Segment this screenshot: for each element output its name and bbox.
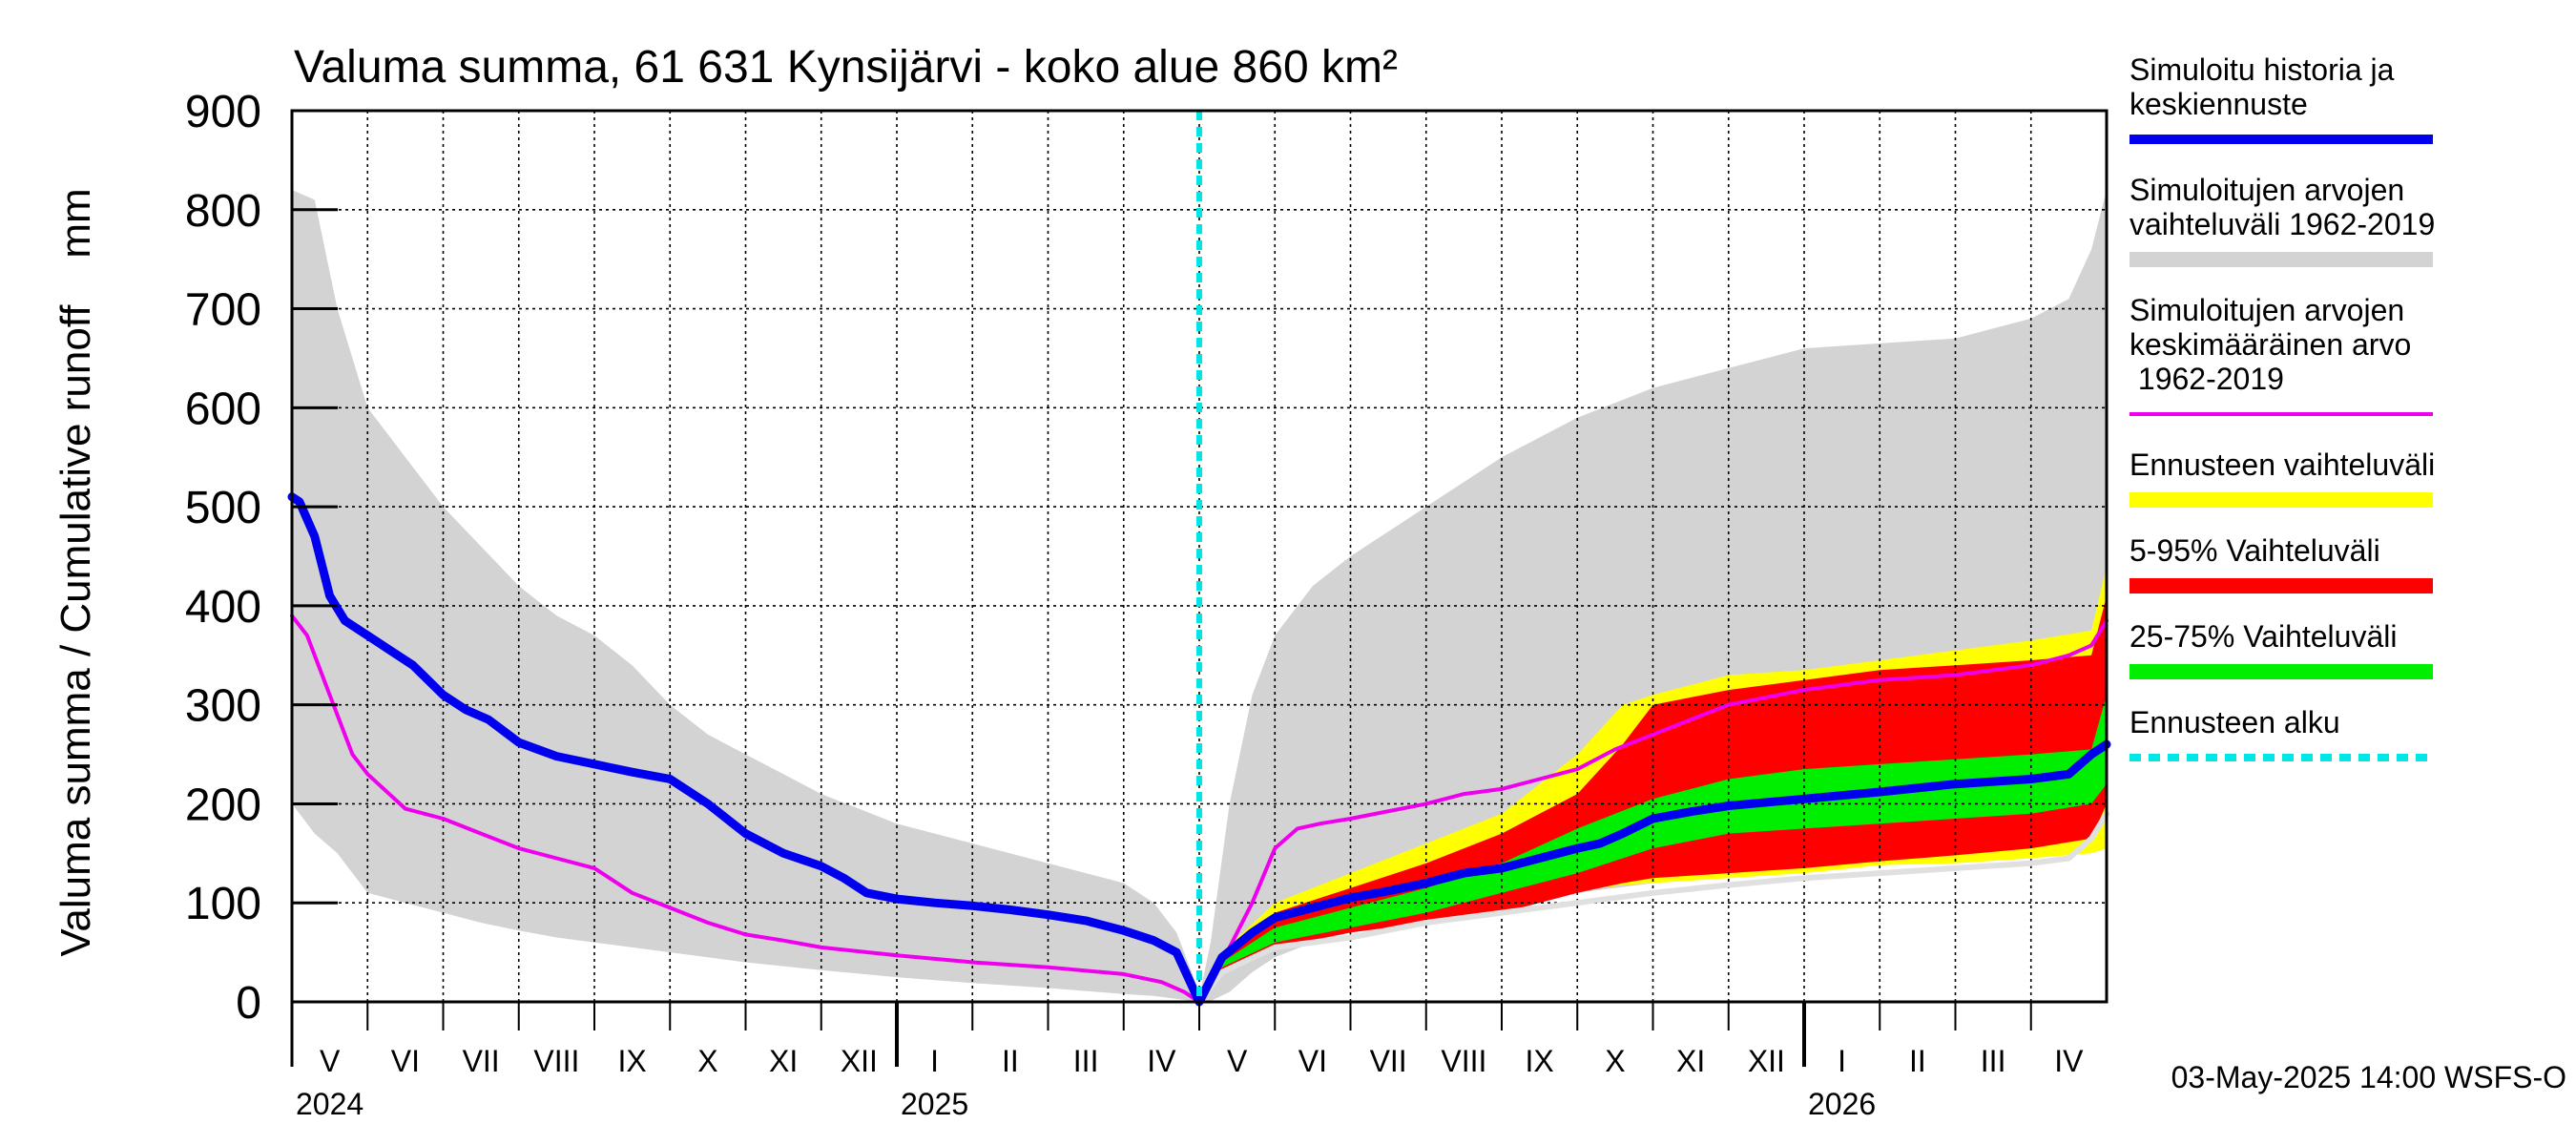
- x-month-label: VIII: [533, 1044, 579, 1078]
- legend-swatch: [2129, 492, 2433, 508]
- legend-label-line: Simuloitujen arvojen: [2129, 293, 2404, 327]
- x-month-label: VI: [1298, 1044, 1327, 1078]
- x-month-label: III: [1073, 1044, 1099, 1078]
- legend-label-line: 5-95% Vaihteluväli: [2129, 533, 2380, 568]
- x-month-label: VI: [391, 1044, 420, 1078]
- legend-label: Simuloitujen arvojen keskimääräinen arvo …: [2129, 293, 2411, 396]
- legend-label-line: Simuloitu historia ja: [2129, 52, 2395, 87]
- legend-simuloitu-historia-ja-keskiennuste: Simuloitu historia ja keskiennuste: [2129, 52, 2433, 144]
- legend-label: 5-95% Vaihteluväli: [2129, 533, 2380, 568]
- x-month-label: X: [697, 1044, 717, 1078]
- y-tick-label: 800: [185, 186, 261, 237]
- x-year-label: 2024: [296, 1087, 364, 1121]
- legend-simuloitujen-arvojen-keskim-r-inen-arvo-1962-2019: Simuloitujen arvojen keskimääräinen arvo …: [2129, 293, 2433, 416]
- legend-label-line: keskiennuste: [2129, 87, 2308, 121]
- sim_history-line: [287, 492, 2111, 1007]
- x-month-label: XI: [1676, 1044, 1705, 1078]
- legend-label: Simuloitujen arvojen vaihteluväli 1962-20…: [2129, 173, 2435, 241]
- x-month-label: XI: [769, 1044, 798, 1078]
- legend-label-line: Ennusteen alku: [2129, 705, 2340, 739]
- legend-swatch: [2129, 252, 2433, 267]
- y-tick-label: 0: [236, 978, 261, 1029]
- x-month-label: IX: [618, 1044, 647, 1078]
- x-month-label: XII: [841, 1044, 878, 1078]
- legend-5-95-vaihteluv-li: 5-95% Vaihteluväli: [2129, 533, 2433, 593]
- y-tick-label: 700: [185, 285, 261, 336]
- legend-label-line: keskimääräinen arvo: [2129, 327, 2411, 362]
- chart-title: Valuma summa, 61 631 Kynsijärvi - koko a…: [294, 42, 1398, 93]
- x-month-label: X: [1605, 1044, 1625, 1078]
- legend-label-line: 25-75% Vaihteluväli: [2129, 619, 2397, 654]
- legend-swatch: [2129, 664, 2433, 679]
- legend-ennusteen-alku: Ennusteen alku: [2129, 705, 2433, 761]
- legend-25-75-vaihteluv-li: 25-75% Vaihteluväli: [2129, 619, 2433, 679]
- legend-label: Ennusteen vaihteluväli: [2129, 448, 2435, 482]
- y-axis-label: Valuma summa / Cumulative runoff mm: [52, 188, 99, 956]
- legend-ennusteen-vaihteluv-li: Ennusteen vaihteluväli: [2129, 448, 2435, 508]
- x-month-label: III: [1981, 1044, 2006, 1078]
- x-month-label: IV: [2054, 1044, 2084, 1078]
- y-tick-label: 400: [185, 582, 261, 633]
- legend: Simuloitu historia ja keskiennusteSimuloi…: [2129, 52, 2435, 761]
- y-tick-label: 200: [185, 780, 261, 830]
- x-month-label: VIII: [1441, 1044, 1486, 1078]
- series-lines: [287, 111, 2111, 1007]
- x-year-label: 2026: [1808, 1087, 1876, 1121]
- legend-simuloitujen-arvojen-vaihteluv-li-1962-2019: Simuloitujen arvojen vaihteluväli 1962-20…: [2129, 173, 2435, 267]
- legend-label-line: 1962-2019: [2129, 362, 2284, 396]
- x-month-label: IV: [1147, 1044, 1176, 1078]
- legend-label: 25-75% Vaihteluväli: [2129, 619, 2397, 654]
- x-month-label: XII: [1748, 1044, 1785, 1078]
- y-tick-label: 900: [185, 87, 261, 137]
- y-tick-label: 100: [185, 879, 261, 929]
- x-month-label: I: [1838, 1044, 1846, 1078]
- x-month-label: VII: [463, 1044, 500, 1078]
- legend-label-line: vaihteluväli 1962-2019: [2129, 207, 2435, 241]
- x-year-label: 2025: [901, 1087, 968, 1121]
- x-month-label: V: [1227, 1044, 1248, 1078]
- hist_ext-line: [1196, 810, 2109, 1005]
- legend-label: Simuloitu historia ja keskiennuste: [2129, 52, 2395, 121]
- x-month-label: VII: [1370, 1044, 1407, 1078]
- x-month-label: II: [1909, 1044, 1926, 1078]
- y-tick-label: 300: [185, 681, 261, 732]
- x-month-label: I: [930, 1044, 939, 1078]
- x-month-label: V: [320, 1044, 341, 1078]
- legend-label-line: Ennusteen vaihteluväli: [2129, 448, 2435, 482]
- legend-label: Ennusteen alku: [2129, 705, 2340, 739]
- p25_75-band: [1199, 695, 2107, 1002]
- y-tick-label: 600: [185, 384, 261, 434]
- y-tick-label: 500: [185, 483, 261, 533]
- legend-label-line: Simuloitujen arvojen: [2129, 173, 2404, 207]
- x-month-label: IX: [1526, 1044, 1554, 1078]
- footer-timestamp: 03-May-2025 14:00 WSFS-O: [2171, 1060, 2566, 1094]
- hist_mean-line: [290, 614, 2109, 1004]
- legend-swatch: [2129, 578, 2433, 593]
- x-month-label: II: [1002, 1044, 1019, 1078]
